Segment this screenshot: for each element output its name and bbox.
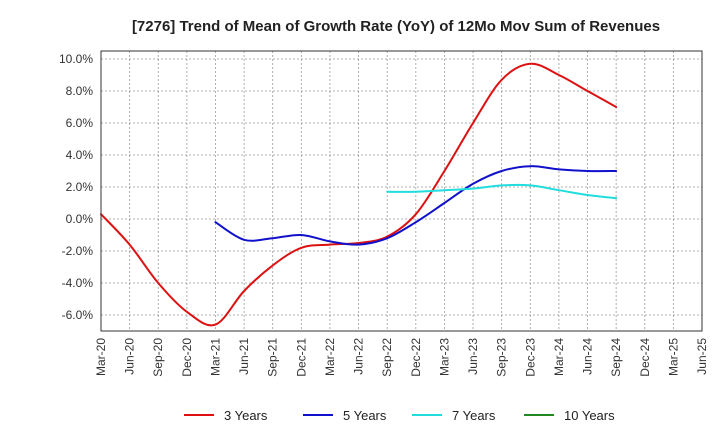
x-tick-label: Jun-24 <box>581 338 595 375</box>
y-tick-label: 8.0% <box>66 84 94 98</box>
series-lines <box>100 62 618 327</box>
x-tick-label: Mar-24 <box>552 338 566 376</box>
legend-label: 5 Years <box>343 408 387 423</box>
x-tick-label: Sep-23 <box>495 338 509 377</box>
y-tick-label: 6.0% <box>66 116 94 130</box>
y-tick-label: 10.0% <box>59 52 93 66</box>
x-axis: Mar-20 Jun-20 Sep-20 Dec-20 Mar-21 Jun-21 Sep-… <box>94 338 709 377</box>
x-tick-label: Dec-20 <box>180 338 194 377</box>
x-tick-label: Sep-21 <box>266 338 280 377</box>
y-axis: 10.0% 8.0% 6.0% 4.0% 2.0% 0.0% -2.0% -4.0% -6.0% <box>59 52 93 322</box>
chart-title: [7276] Trend of Mean of Growth Rate (YoY… <box>132 18 660 35</box>
legend-label: 3 Years <box>224 408 268 423</box>
x-tick-label: Jun-21 <box>237 338 251 375</box>
x-tick-label: Mar-21 <box>208 338 222 376</box>
x-tick-label: Jun-23 <box>466 338 480 375</box>
y-tick-label: -4.0% <box>62 276 94 290</box>
legend-label: 10 Years <box>564 408 615 423</box>
x-tick-label: Dec-23 <box>523 338 537 377</box>
x-tick-label: Jun-22 <box>352 338 366 375</box>
x-tick-label: Sep-24 <box>609 338 623 377</box>
plot-frame <box>100 50 703 332</box>
y-tick-label: -2.0% <box>62 244 94 258</box>
x-tick-label: Mar-25 <box>666 338 680 376</box>
y-tick-label: -6.0% <box>62 308 94 322</box>
y-tick-label: 4.0% <box>66 148 94 162</box>
series-line-5-years <box>214 165 618 246</box>
series-line-3-years <box>100 62 618 327</box>
x-tick-label: Jun-25 <box>695 338 709 375</box>
x-tick-label: Mar-20 <box>94 338 108 376</box>
x-tick-label: Dec-22 <box>409 338 423 377</box>
x-tick-label: Sep-20 <box>151 338 165 377</box>
legend-label: 7 Years <box>452 408 496 423</box>
y-tick-label: 0.0% <box>66 212 94 226</box>
legend: 3 Years 5 Years 7 Years 10 Years <box>184 408 615 423</box>
x-tick-label: Jun-20 <box>123 338 137 375</box>
x-tick-label: Dec-21 <box>294 338 308 377</box>
x-tick-label: Sep-22 <box>380 338 394 377</box>
series-line-7-years <box>386 183 618 200</box>
x-tick-label: Mar-22 <box>323 338 337 376</box>
x-tick-label: Mar-23 <box>437 338 451 376</box>
x-tick-label: Dec-24 <box>638 338 652 377</box>
y-tick-label: 2.0% <box>66 180 94 194</box>
